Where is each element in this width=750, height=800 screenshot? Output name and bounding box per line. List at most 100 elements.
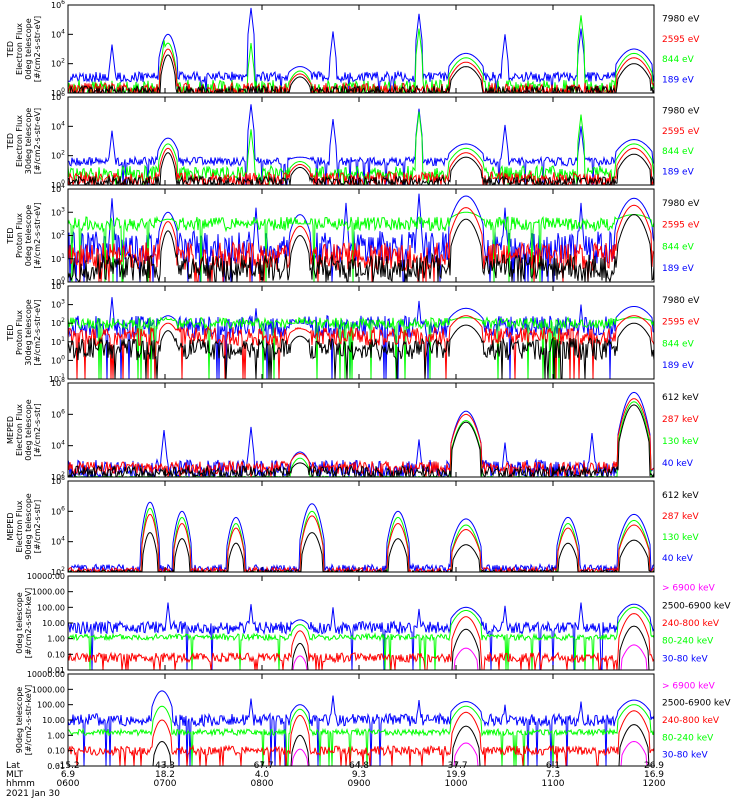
y-axis-label-line: TED — [6, 324, 15, 341]
y-tick-label: 103 — [51, 206, 65, 217]
y-tick-exponent: 6 — [61, 91, 65, 98]
y-axis-label-line: 90deg telescope — [15, 687, 24, 754]
legend-label: 2500-6900 keV — [662, 699, 731, 709]
x-axis-value: 0800 — [251, 779, 274, 789]
y-tick-base: 10 — [51, 30, 61, 39]
y-tick-label: 108 — [51, 475, 65, 486]
y-tick-label: 106 — [51, 0, 65, 10]
y-axis-label-line: MEPED — [6, 513, 15, 541]
series-red-trace — [68, 710, 654, 766]
x-axis-value: 18.2 — [155, 770, 175, 780]
y-tick-exponent: 1 — [61, 253, 65, 260]
x-axis-labels: Lat MLT hhmm 2021 Jan 30 -15.2 43.3 -67.7 6… — [6, 761, 666, 799]
legend-label: 2595 eV — [662, 127, 700, 137]
x-axis-date: 2021 Jan 30 — [6, 789, 60, 799]
y-tick-label: 100 — [51, 87, 65, 98]
y-axis-label-line: TED — [6, 227, 15, 244]
y-tick-exponent: 6 — [61, 505, 65, 512]
y-tick-base: 10 — [51, 379, 61, 388]
legend-label: 130 keV — [662, 533, 699, 543]
y-tick-base: 10 — [51, 60, 61, 69]
series-green-trace — [68, 606, 654, 670]
y-axis-label-line: MEPED — [6, 416, 15, 444]
legend-label: 2595 eV — [662, 318, 700, 328]
series-green-trace — [68, 15, 654, 93]
series-green-trace — [68, 211, 654, 282]
y-tick-base: 10 — [51, 93, 61, 102]
series-red-trace — [68, 315, 654, 379]
y-tick-label: 0.01 — [47, 762, 65, 771]
legend-label: 287 keV — [662, 512, 699, 522]
y-tick-base: 10 — [51, 122, 61, 131]
y-axis-label-line: Electron Flux — [15, 500, 24, 552]
y-tick-exponent: 0 — [61, 179, 65, 186]
y-tick-exponent: 4 — [61, 280, 65, 287]
x-row-label-hhmm: hhmm — [6, 779, 35, 789]
panel-8: 10000.00 1000.00 100.00 10.00 1.00 0.10 0.01 90… — [15, 670, 731, 771]
x-row-label-mlt: MLT — [6, 770, 24, 780]
y-tick-label: 104 — [51, 28, 65, 39]
y-tick-label: 0.10 — [47, 747, 65, 756]
panel-frame — [67, 4, 655, 94]
y-tick-label: 104 — [51, 280, 65, 291]
y-axis-label-line: [#/cm2-s-str-keV] — [24, 685, 33, 756]
legend-label: 287 keV — [662, 415, 699, 425]
y-tick-exponent: 0 — [61, 87, 65, 94]
x-axis-value: 0600 — [57, 779, 80, 789]
y-tick-label: 102 — [51, 317, 65, 328]
legend-label: 130 keV — [662, 437, 699, 447]
legend-label: 2595 eV — [662, 35, 700, 45]
y-axis-label-line: Proton Flux — [15, 310, 24, 355]
y-tick-exponent: 4 — [61, 120, 65, 127]
legend-label: 189 eV — [662, 264, 695, 274]
panel-series — [68, 501, 654, 572]
y-tick-exponent: 2 — [61, 150, 65, 157]
legend-label: 844 eV — [662, 339, 695, 349]
panel-7: 10000.00 1000.00 100.00 10.00 1.00 0.10 0.01 0d… — [15, 572, 731, 675]
y-axis-label-line: [#/cm2-s-str-eV] — [33, 108, 42, 174]
x-axis-value: 0900 — [348, 779, 371, 789]
x-axis-value: 7.3 — [546, 770, 560, 780]
y-tick-label: 1.00 — [47, 635, 65, 644]
legend-label: > 6900 keV — [662, 681, 716, 691]
series-red-trace — [68, 613, 654, 670]
y-tick-exponent: 2 — [61, 317, 65, 324]
y-tick-label: 10-1 — [49, 373, 65, 384]
y-tick-base: 10 — [49, 375, 59, 384]
x-axis-value: 0700 — [154, 779, 177, 789]
legend-label: 240-800 keV — [662, 619, 720, 629]
y-tick-label: 106 — [51, 408, 65, 419]
y-tick-base: 10 — [51, 473, 61, 482]
y-tick-base: 10 — [51, 181, 61, 190]
legend-label: 30-80 keV — [662, 751, 708, 761]
legend-label: 844 eV — [662, 147, 695, 157]
y-tick-label: 1000.00 — [32, 588, 65, 597]
panel-frame — [67, 96, 655, 186]
y-tick-label: 102 — [51, 566, 65, 577]
series-black-trace — [68, 532, 654, 572]
series-black-trace — [68, 322, 654, 379]
y-tick-label: 10000.00 — [27, 670, 65, 679]
y-tick-label: 100 — [51, 354, 65, 365]
x-axis-value: 6.1 — [546, 761, 560, 771]
legend-label: 189 eV — [662, 168, 695, 178]
x-axis-value: 4.0 — [255, 770, 270, 780]
y-tick-label: 1000.00 — [32, 685, 65, 694]
y-tick-base: 10 — [51, 442, 61, 451]
panel-series — [68, 297, 654, 379]
y-tick-label: 102 — [51, 471, 65, 482]
x-axis-value: 6.9 — [61, 770, 76, 780]
legend-label: 844 eV — [662, 242, 695, 252]
series-black-trace — [68, 152, 654, 185]
y-tick-exponent: 1 — [61, 336, 65, 343]
series-green-trace — [68, 316, 654, 379]
y-axis-label-line: 30deg telescope — [24, 108, 33, 175]
y-axis-label-line: [#/cm2-s-str-eV] — [33, 202, 42, 268]
y-axis-label-line: [#/cm2-s-str] — [33, 500, 42, 553]
y-tick-exponent: 8 — [61, 475, 65, 482]
series-black-trace — [68, 214, 654, 282]
y-tick-label: 104 — [51, 120, 65, 131]
